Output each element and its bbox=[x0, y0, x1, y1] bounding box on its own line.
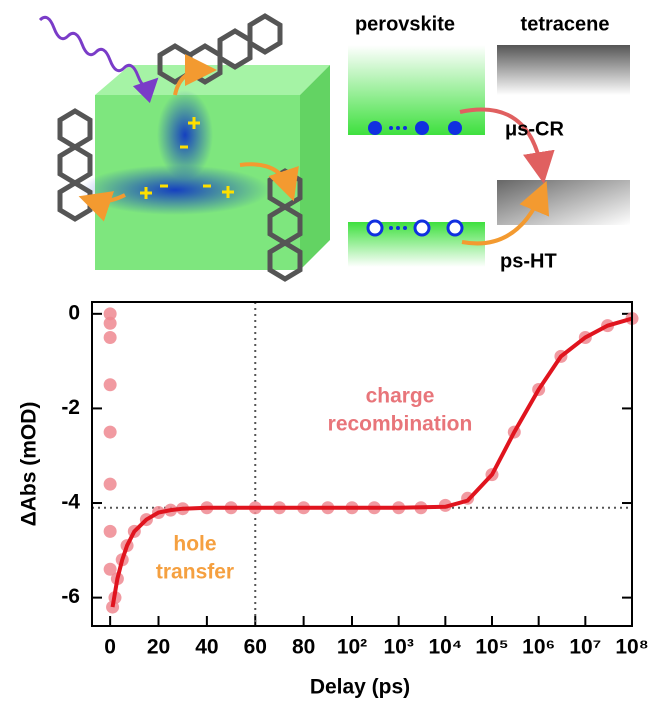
diagram-label: perovskite bbox=[355, 13, 455, 35]
arrow-label: μs-CR bbox=[505, 118, 564, 140]
y-tick-label: -2 bbox=[61, 396, 80, 419]
illustration bbox=[40, 16, 330, 279]
data-point bbox=[104, 525, 117, 538]
x-tick-label: 40 bbox=[195, 636, 218, 659]
arrow-label: ps-HT bbox=[500, 250, 557, 272]
data-point bbox=[104, 331, 117, 344]
x-tick-label: 10⁷ bbox=[569, 636, 601, 659]
x-tick-label: 10⁶ bbox=[522, 636, 555, 659]
x-tick-label: 60 bbox=[244, 636, 267, 659]
x-tick-label: 10⁸ bbox=[615, 636, 648, 659]
annotation: charge bbox=[366, 385, 435, 408]
x-tick-label: 80 bbox=[292, 636, 315, 659]
x-tick-label: 0 bbox=[104, 636, 116, 659]
x-tick-label: 10³ bbox=[383, 636, 413, 659]
energy-diagram: perovskite tetracene μs-CR ps-HT bbox=[348, 13, 630, 272]
data-point bbox=[104, 317, 117, 330]
x-tick-label: 10⁴ bbox=[428, 636, 462, 659]
y-tick-label: -4 bbox=[61, 491, 80, 514]
y-axis-label: ΔAbs (mOD) bbox=[18, 402, 41, 527]
y-tick-label: 0 bbox=[68, 301, 80, 324]
data-point bbox=[104, 478, 117, 491]
x-tick-label: 20 bbox=[147, 636, 170, 659]
diagram-label: tetracene bbox=[521, 13, 610, 35]
annotation: hole bbox=[173, 533, 216, 556]
y-tick-label: -6 bbox=[61, 585, 80, 608]
x-tick-label: 10⁵ bbox=[475, 636, 508, 659]
annotation: recombination bbox=[328, 413, 473, 436]
x-tick-label: 10² bbox=[337, 636, 367, 659]
x-axis-label: Delay (ps) bbox=[310, 676, 410, 699]
annotation: transfer bbox=[156, 561, 234, 584]
data-point bbox=[104, 426, 117, 439]
data-point bbox=[104, 378, 117, 391]
figure: perovskite tetracene μs-CR ps-HT Delay (… bbox=[0, 0, 653, 704]
